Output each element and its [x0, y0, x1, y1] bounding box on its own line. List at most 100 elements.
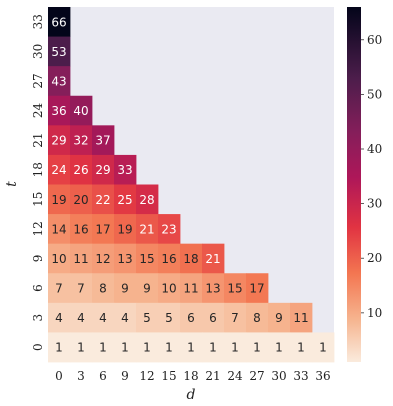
heatmap-cell [114, 302, 137, 333]
heatmap-cell [92, 154, 115, 185]
y-tick-label: 9 [31, 255, 45, 263]
heatmap-cell-label: 19 [51, 193, 66, 207]
heatmap-cell-label: 1 [319, 341, 327, 355]
heatmap-cell [246, 332, 269, 363]
heatmap-cell [48, 302, 71, 333]
y-tick-label: 0 [31, 343, 45, 351]
heatmap-cell [136, 184, 159, 215]
heatmap-cell-label: 1 [143, 341, 151, 355]
heatmap-cell-label: 29 [51, 134, 66, 148]
x-tick-label: 24 [227, 369, 243, 383]
heatmap-cell [70, 273, 93, 304]
heatmap-cell-label: 13 [117, 252, 132, 266]
heatmap-cell-label: 19 [117, 222, 132, 236]
heatmap-cell-label: 5 [143, 311, 151, 325]
heatmap-cell-label: 29 [95, 163, 110, 177]
heatmap-cell [48, 154, 71, 185]
heatmap-cell [70, 243, 93, 274]
heatmap-cell-label: 13 [205, 282, 220, 296]
heatmap-cell-label: 40 [73, 104, 88, 118]
y-tick-label: 24 [31, 103, 45, 119]
heatmap-cell [136, 332, 159, 363]
heatmap-cell [268, 332, 291, 363]
x-tick-label: 30 [271, 369, 286, 383]
heatmap-cell-label: 4 [121, 311, 129, 325]
y-tick-label: 33 [31, 14, 45, 29]
heatmap-cell-label: 11 [293, 311, 308, 325]
colorbar-ticks: 10 20 30 40 50 60 [361, 33, 382, 320]
heatmap-cell [70, 214, 93, 245]
heatmap-cell-label: 66 [51, 15, 66, 29]
heatmap-cell [114, 154, 137, 185]
heatmap-cell-label: 17 [249, 282, 264, 296]
heatmap-cell [180, 243, 203, 274]
colorbar-tick-label: 30 [367, 197, 382, 211]
y-axis-label: t [4, 181, 20, 187]
heatmap-cell-label: 11 [73, 252, 88, 266]
heatmap-cell-label: 1 [55, 341, 63, 355]
heatmap-cell [48, 7, 71, 37]
heatmap-cell [70, 154, 93, 185]
heatmap-cell-label: 33 [117, 163, 132, 177]
heatmap-cell [114, 214, 137, 245]
x-tick-label: 0 [55, 369, 63, 383]
heatmap-cell [48, 184, 71, 215]
heatmap-cell-label: 21 [205, 252, 220, 266]
heatmap-cell-label: 32 [73, 134, 88, 148]
heatmap-cell [268, 302, 291, 333]
y-tick-label: 18 [31, 162, 45, 177]
heatmap-cell-label: 17 [95, 222, 110, 236]
heatmap-cell [246, 273, 269, 304]
y-tick-label: 6 [31, 284, 45, 292]
heatmap-cell-label: 1 [275, 341, 283, 355]
heatmap-cell [180, 332, 203, 363]
heatmap-cell-label: 43 [51, 74, 66, 88]
heatmap-cell-label: 8 [253, 311, 261, 325]
heatmap-cell-label: 1 [231, 341, 239, 355]
heatmap-cell [114, 332, 137, 363]
heatmap-cell-label: 1 [77, 341, 85, 355]
x-tick-label: 33 [293, 369, 308, 383]
x-tick-label: 18 [183, 369, 198, 383]
heatmap-cell [158, 332, 181, 363]
heatmap-cell [92, 273, 115, 304]
heatmap-cell [202, 243, 225, 274]
x-tick-label: 15 [161, 369, 176, 383]
heatmap-cell-label: 37 [95, 134, 110, 148]
heatmap-cell [70, 302, 93, 333]
heatmap-cell [48, 66, 71, 97]
heatmap-cell [48, 125, 71, 156]
heatmap-cell [158, 243, 181, 274]
heatmap-cell [48, 332, 71, 363]
heatmap-cell [224, 332, 247, 363]
heatmap-cell-label: 10 [51, 252, 66, 266]
heatmap-cell-label: 1 [99, 341, 107, 355]
heatmap-cell-label: 9 [275, 311, 283, 325]
heatmap-cell [92, 125, 115, 156]
x-tick-label: 3 [77, 369, 85, 383]
y-tick-label: 3 [31, 314, 45, 322]
x-tick-label: 36 [315, 369, 330, 383]
heatmap-cell [114, 273, 137, 304]
heatmap-cell-label: 4 [99, 311, 107, 325]
colorbar-tick-label: 50 [367, 87, 382, 101]
heatmap-cell-label: 1 [165, 341, 173, 355]
y-tick-label: 15 [31, 192, 45, 207]
colorbar-tick-label: 10 [367, 306, 382, 320]
heatmap-cell [48, 214, 71, 245]
heatmap-cell [202, 273, 225, 304]
heatmap-cell [48, 95, 71, 126]
x-axis-ticks: 0 3 6 9 12 15 18 21 24 27 30 33 36 [55, 369, 330, 383]
heatmap-cell-label: 6 [209, 311, 217, 325]
colorbar [347, 7, 361, 362]
heatmap-cell [136, 214, 159, 245]
y-tick-label: 21 [31, 132, 45, 147]
heatmap-cell [70, 95, 93, 126]
heatmap-cell-label: 10 [161, 282, 176, 296]
heatmap-cell [114, 184, 137, 215]
heatmap-cell-label: 28 [139, 193, 154, 207]
y-tick-label: 30 [31, 44, 45, 59]
y-tick-label: 12 [31, 221, 45, 236]
